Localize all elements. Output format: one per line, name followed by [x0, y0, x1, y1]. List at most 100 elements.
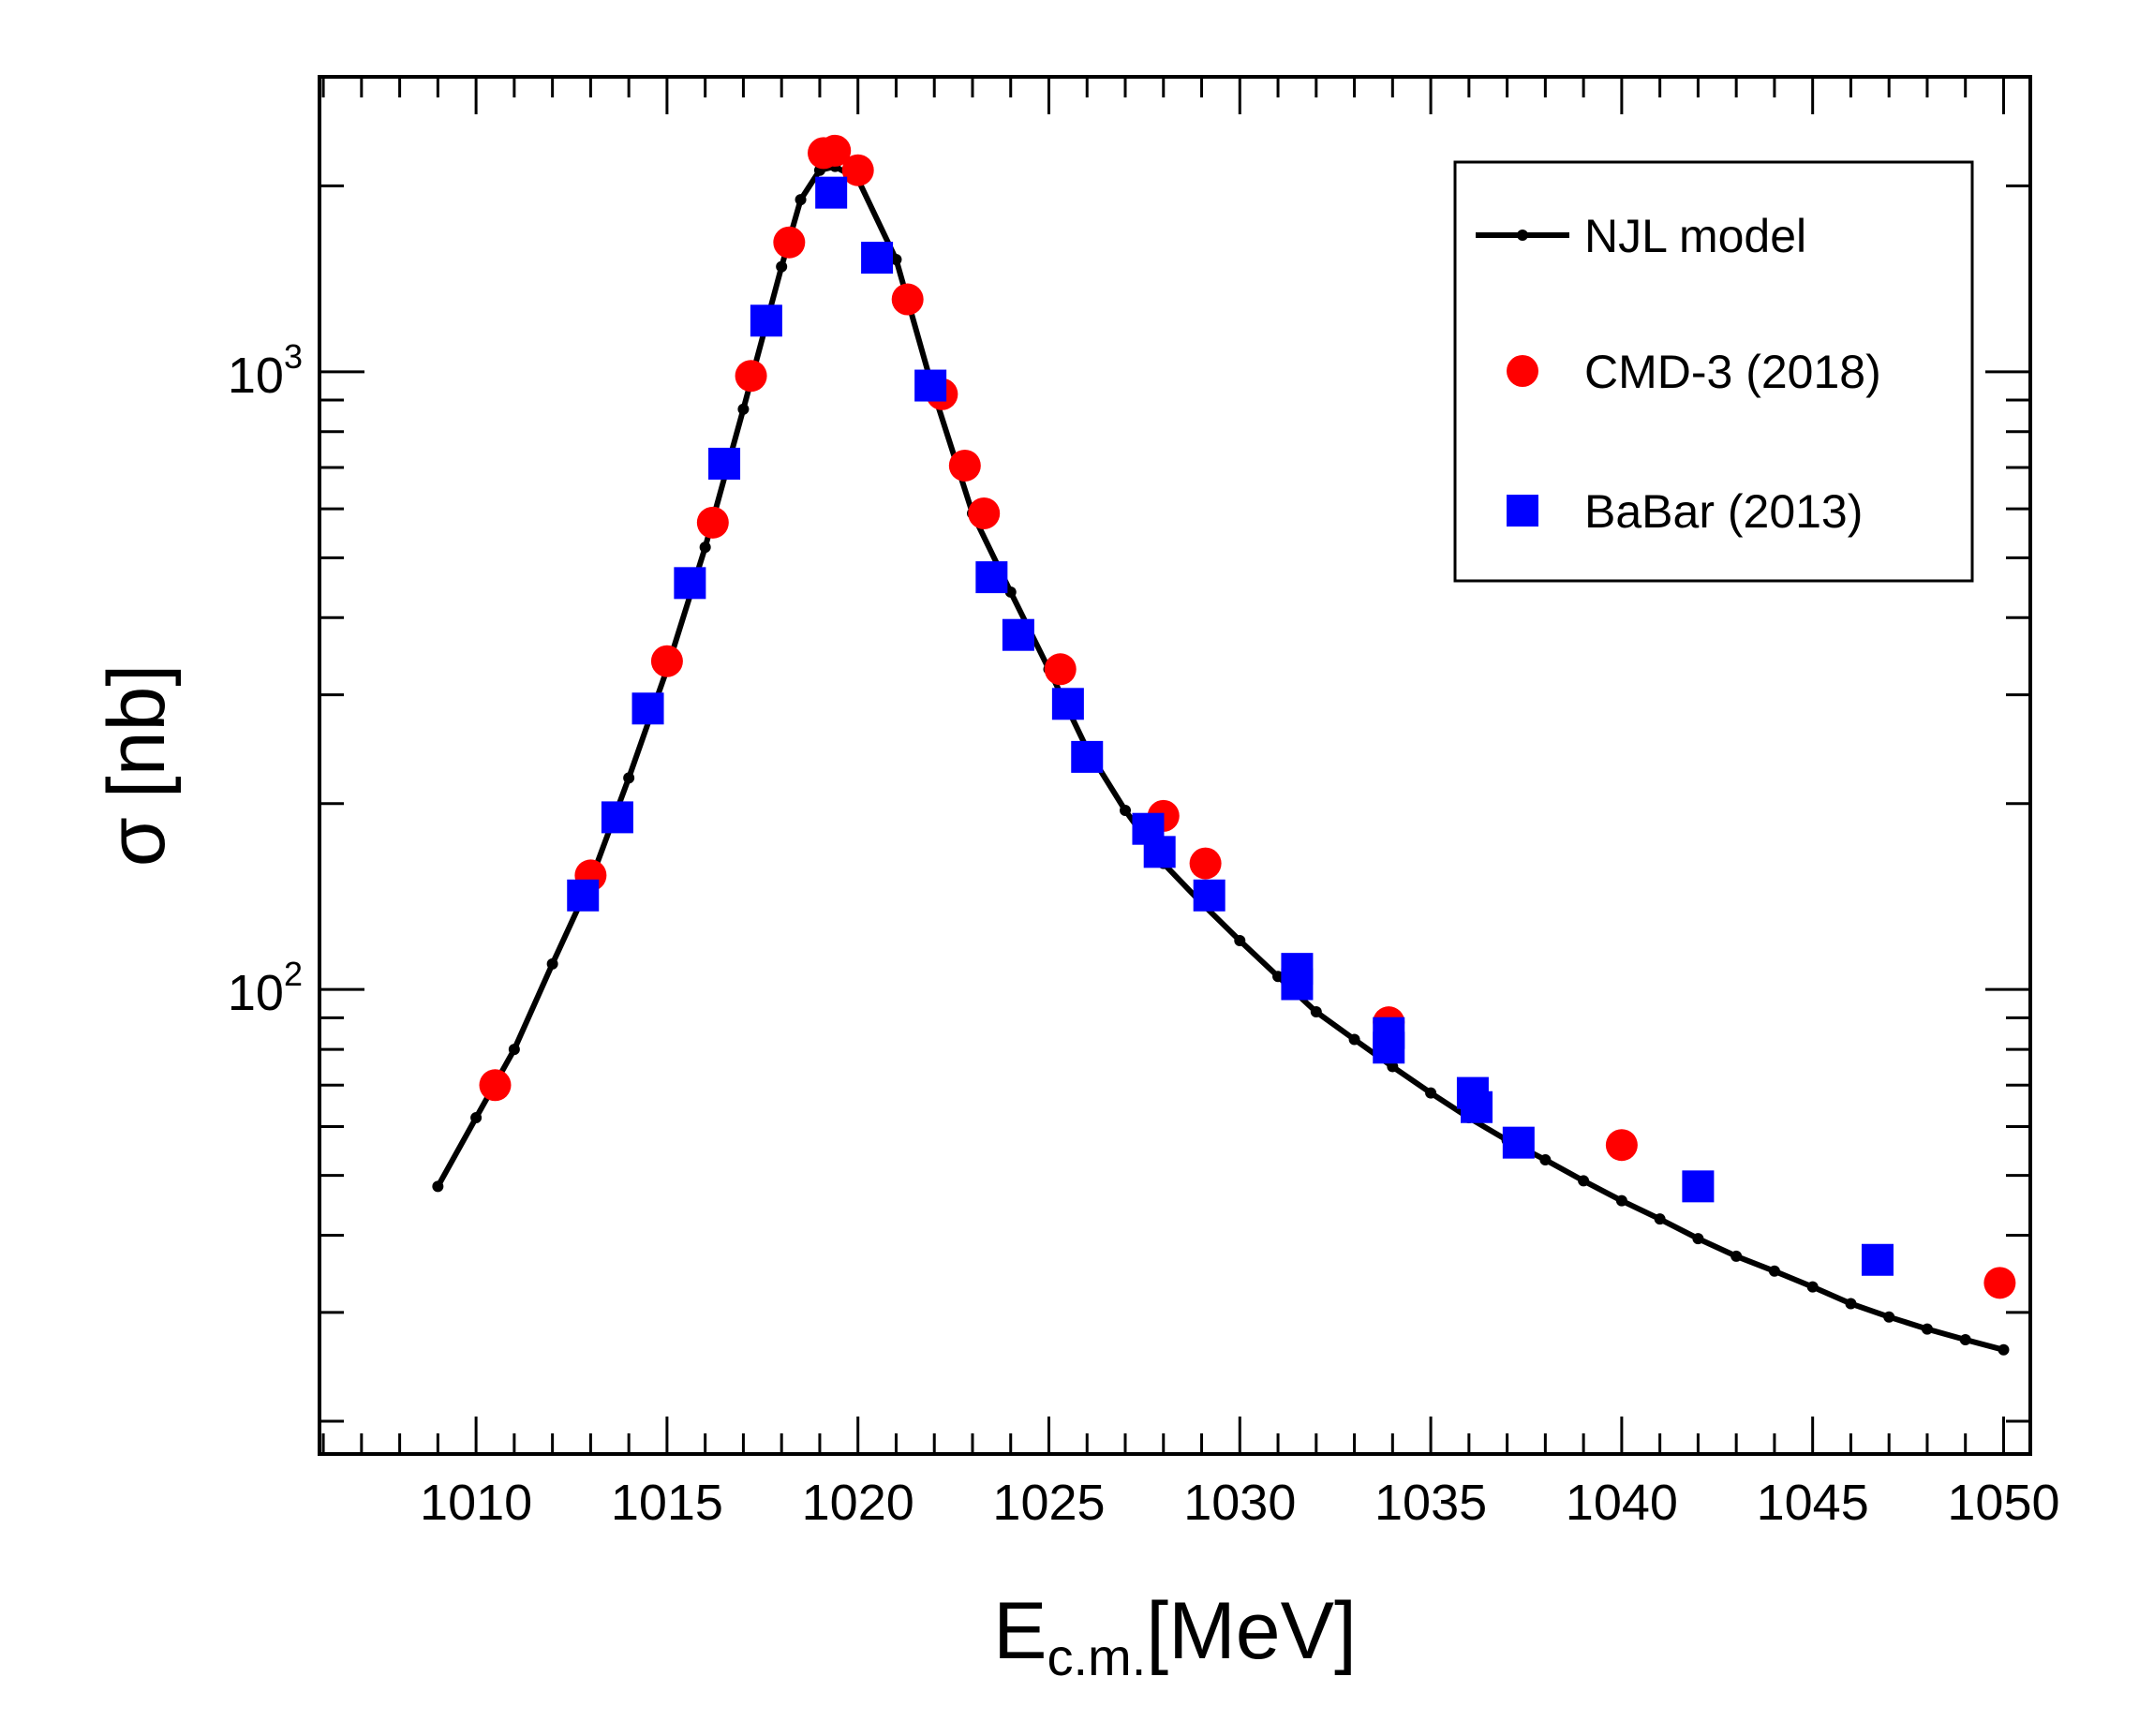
babar-data-point — [1143, 836, 1176, 868]
njl-model-point — [1654, 1213, 1666, 1225]
x-tick-label: 1015 — [611, 1475, 723, 1531]
x-axis-title: Ec.m.[MeV] — [993, 1586, 1357, 1686]
njl-model-point — [1768, 1265, 1780, 1277]
njl-model-point — [1387, 1061, 1399, 1073]
njl-model-point — [432, 1180, 444, 1193]
x-axis-title-unit: [MeV] — [1146, 1586, 1357, 1676]
njl-model-point — [508, 1044, 520, 1056]
legend-label: BaBar (2013) — [1584, 485, 1863, 538]
njl-model-point — [1959, 1334, 1971, 1346]
x-tick-label: 1030 — [1183, 1475, 1296, 1531]
axis-tick-labels: 1010 1015 1020 1025 1030 1035 1040 1045 10501021… — [228, 337, 2060, 1531]
babar-data-point — [914, 369, 947, 402]
babar-data-point — [1051, 688, 1084, 720]
njl-model-point — [1806, 1281, 1819, 1293]
cmd3-data-point — [735, 360, 767, 393]
njl-model-point — [737, 403, 750, 415]
legend: NJL model CMD-3 (2018) BaBar (2013) — [1453, 160, 1974, 583]
cmd3-data-point — [696, 506, 729, 539]
cmd3-data-point — [819, 134, 852, 167]
x-axis-title-main: E — [993, 1586, 1047, 1676]
x-tick-label: 1025 — [992, 1475, 1105, 1531]
x-axis-title-subscript: c.m. — [1047, 1627, 1146, 1686]
cmd3-data-point — [1189, 847, 1222, 880]
njl-model-point — [1921, 1323, 1933, 1335]
cmd3-data-point — [1983, 1267, 2016, 1299]
njl-model-point — [1272, 971, 1285, 983]
legend-items: NJL model CMD-3 (2018) BaBar (2013) — [1476, 210, 1881, 538]
babar-data-point — [1071, 740, 1104, 773]
babar-data-point — [975, 561, 1008, 594]
njl-model-point — [1998, 1343, 2010, 1356]
x-tick-label: 1040 — [1566, 1475, 1678, 1531]
x-tick-label: 1010 — [420, 1475, 532, 1531]
babar-data-point — [1281, 968, 1314, 1001]
njl-model-point — [1692, 1233, 1704, 1245]
legend-label: CMD-3 (2018) — [1584, 346, 1881, 398]
cmd3-data-point — [841, 154, 874, 186]
legend-box — [1453, 160, 1974, 583]
y-axis-title-unit: [nb] — [92, 664, 182, 798]
cmd3-data-point — [479, 1069, 512, 1102]
cmd3-data-point — [773, 226, 806, 259]
babar-data-point — [750, 304, 782, 337]
njl-model-point — [699, 542, 711, 554]
y-tick-label-exponent: 3 — [284, 337, 303, 376]
babar-data-point — [674, 567, 706, 600]
babar-data-point — [815, 176, 848, 209]
y-axis-title: σ [nb] — [92, 664, 182, 868]
njl-model-point — [623, 772, 635, 784]
njl-model-point — [776, 260, 788, 273]
babar-data-point — [1373, 1031, 1405, 1064]
njl-model-point — [1578, 1175, 1590, 1187]
y-tick-label-base: 10 — [228, 965, 284, 1021]
babar-data-point — [1460, 1091, 1493, 1123]
babar-data-point — [1002, 618, 1034, 651]
plot-frame — [318, 75, 2032, 1456]
babar-data-point — [861, 242, 894, 274]
cmd3-data-point — [891, 283, 924, 316]
njl-model-point — [890, 253, 902, 265]
njl-model-point — [546, 957, 558, 970]
y-tick-label-base: 10 — [228, 348, 284, 404]
cmd3-data-point — [1044, 653, 1077, 686]
x-tick-label: 1050 — [1947, 1475, 2059, 1531]
njl-model-point — [1120, 804, 1132, 816]
y-tick-label-exponent: 2 — [284, 955, 303, 993]
cmd3-data-point — [948, 449, 981, 482]
legend-circle-marker — [1507, 355, 1538, 387]
njl-model-point — [470, 1112, 483, 1124]
babar-data-point — [1682, 1170, 1715, 1203]
njl-model-point — [1234, 934, 1246, 946]
njl-model-point — [1004, 586, 1017, 598]
cmd3-data-point — [650, 645, 683, 677]
babar-data-point — [567, 879, 600, 912]
babar-data-point — [708, 447, 741, 480]
njl-model-point — [1310, 1006, 1322, 1018]
babar-data-point — [601, 801, 633, 834]
njl-model-point — [1883, 1311, 1895, 1323]
njl-model-point — [795, 194, 807, 206]
njl-model-point — [1348, 1033, 1360, 1046]
babar-data-point — [1502, 1126, 1535, 1159]
cmd3-data-point — [968, 497, 1001, 529]
babar-data-point — [1193, 879, 1225, 912]
y-axis-title-symbol: σ — [92, 817, 182, 867]
njl-model-point — [1845, 1298, 1857, 1310]
x-tick-label: 1020 — [802, 1475, 914, 1531]
njl-model-point — [1731, 1250, 1743, 1262]
njl-model-point — [1539, 1153, 1552, 1165]
plot-data-area — [432, 134, 2016, 1356]
y-tick-label: 103 — [228, 337, 303, 404]
x-tick-label: 1035 — [1374, 1475, 1487, 1531]
series-babar-2013 — [567, 176, 1894, 1276]
babar-data-point — [631, 692, 664, 725]
legend-square-marker — [1507, 495, 1538, 527]
y-tick-label: 102 — [228, 955, 303, 1021]
babar-data-point — [1861, 1243, 1894, 1276]
axis-ticks — [319, 75, 2030, 1454]
legend-line-dot — [1517, 230, 1528, 241]
legend-label: NJL model — [1584, 210, 1806, 262]
x-tick-label: 1045 — [1757, 1475, 1869, 1531]
